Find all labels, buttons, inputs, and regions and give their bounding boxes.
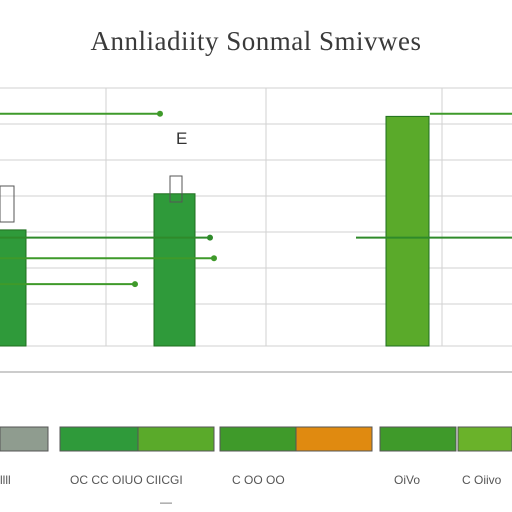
glyph-cluster-left [0, 185, 15, 223]
strip-segment-2 [137, 426, 215, 452]
strip-segment-5 [379, 426, 457, 452]
chart-title: Annliadiity Sonmal Smivwes [90, 26, 422, 56]
strip-label-4: C Oiivo [462, 473, 502, 487]
strip-segment-1 [59, 426, 139, 452]
strip-segment-3 [219, 426, 297, 452]
strip-segment-6 [457, 426, 512, 452]
glyph-cluster-mid [169, 175, 183, 203]
bar-0 [0, 229, 27, 347]
strip-segment-4 [295, 426, 373, 452]
strip-label-0: llll [0, 473, 11, 487]
bar-2 [385, 115, 430, 347]
bottom-mark: — [160, 495, 172, 509]
reference-dot-1 [207, 234, 213, 241]
strip-segment-0 [0, 426, 49, 452]
reference-dot-2 [211, 255, 217, 262]
strip-label-1: OC CC OIUO CIICGI [70, 473, 183, 487]
strip-label-3: OiVo [394, 473, 420, 487]
reference-dot-3 [132, 281, 138, 288]
bar-1 [153, 193, 196, 347]
bar-label-1: E [176, 129, 187, 148]
strip-label-2: C OO OO [232, 473, 285, 487]
reference-dot-0 [157, 110, 163, 117]
